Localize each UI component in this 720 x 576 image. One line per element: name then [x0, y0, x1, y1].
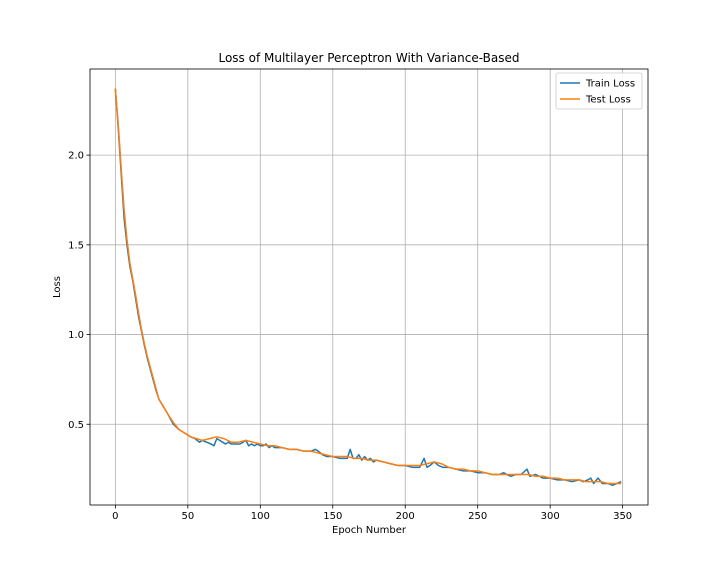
grid [90, 69, 648, 505]
x-tick-label: 350 [613, 511, 632, 522]
x-axis-label: Epoch Number [332, 525, 407, 536]
x-tick-label: 200 [396, 511, 415, 522]
x-tick-label: 100 [251, 511, 270, 522]
plot-frame [89, 68, 649, 506]
legend-label-test: Test Loss [585, 95, 631, 106]
legend-label-train: Train Loss [585, 79, 635, 90]
x-tick-label: 150 [323, 511, 342, 522]
x-tick-label: 0 [112, 511, 118, 522]
y-tick-label: 2.0 [68, 151, 84, 162]
series-line-test [114, 88, 622, 485]
chart-title: Loss of Multilayer Perceptron With Varia… [218, 51, 519, 65]
x-tick-label: 250 [468, 511, 487, 522]
x-tick-label: 50 [181, 511, 194, 522]
series-lines [114, 88, 622, 487]
y-axis-ticks: 0.5 1.0 1.5 2.0 [68, 151, 90, 431]
y-axis-label: Loss [52, 276, 63, 298]
y-tick-label: 1.5 [68, 240, 84, 251]
legend: Train Loss Test Loss [555, 72, 643, 110]
y-tick-label: 1.0 [68, 330, 84, 341]
legend-box [555, 72, 643, 110]
x-tick-label: 300 [541, 511, 560, 522]
x-axis-ticks: 0 50 100 150 200 250 300 350 [112, 505, 632, 522]
y-tick-label: 0.5 [68, 420, 84, 431]
